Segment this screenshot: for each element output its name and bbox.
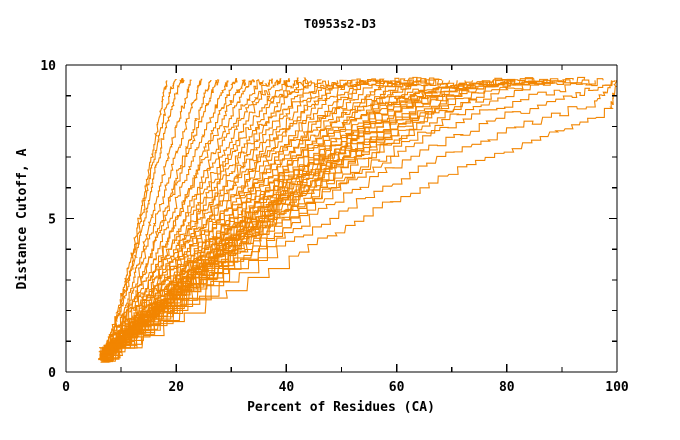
curve-line: [100, 79, 596, 352]
curve-series-group: [98, 76, 618, 363]
x-axis-label: Percent of Residues (CA): [247, 400, 435, 415]
curve-line: [99, 77, 574, 355]
curve-line: [99, 80, 613, 359]
axis-ticks: [65, 64, 618, 373]
curve-line: [101, 77, 299, 356]
curve-line: [98, 78, 203, 360]
curve-line: [100, 80, 401, 360]
curve-line: [99, 80, 467, 358]
x-tick-label-40: 40: [279, 380, 295, 395]
curve-line: [102, 80, 494, 358]
curve-line: [99, 80, 339, 349]
curve-line: [101, 80, 618, 356]
y-tick-label-0: 0: [48, 366, 56, 381]
curve-line: [104, 76, 586, 359]
curve-line: [99, 78, 185, 360]
x-tick-label-0: 0: [62, 380, 70, 395]
curve-line: [101, 78, 554, 362]
curve-line: [99, 79, 357, 360]
y-tick-labels: 0 5 10: [40, 59, 56, 381]
curve-line: [99, 77, 309, 360]
curve-line: [103, 79, 264, 353]
curve-line: [101, 77, 534, 353]
y-tick-label-10: 10: [40, 59, 56, 74]
x-tick-label-80: 80: [499, 380, 515, 395]
curve-line: [102, 78, 443, 362]
y-axis-label: Distance Cutoff, A: [15, 148, 30, 289]
chart-title: T0953s2-D3: [304, 17, 376, 31]
curve-line: [100, 79, 247, 358]
curve-line: [98, 78, 543, 361]
curve-line: [99, 80, 412, 360]
curve-line: [99, 79, 220, 353]
x-tick-labels: 0 20 40 60 80 100: [62, 380, 629, 395]
curve-line: [102, 80, 229, 359]
curve-line: [100, 78, 563, 355]
curve-line: [101, 80, 485, 355]
x-tick-label-100: 100: [605, 380, 629, 395]
curve-line: [101, 78, 604, 360]
curve-line: [103, 80, 420, 363]
y-tick-label-5: 5: [48, 213, 56, 228]
curve-line: [100, 79, 436, 356]
curve-line: [101, 78, 282, 358]
curve-line: [102, 80, 616, 353]
x-tick-label-60: 60: [389, 380, 405, 395]
x-tick-label-20: 20: [168, 380, 184, 395]
curve-line: [100, 78, 291, 353]
curve-line: [100, 78, 274, 356]
curve-line: [101, 80, 513, 356]
curve-line: [99, 77, 503, 356]
curve-line: [102, 77, 409, 361]
